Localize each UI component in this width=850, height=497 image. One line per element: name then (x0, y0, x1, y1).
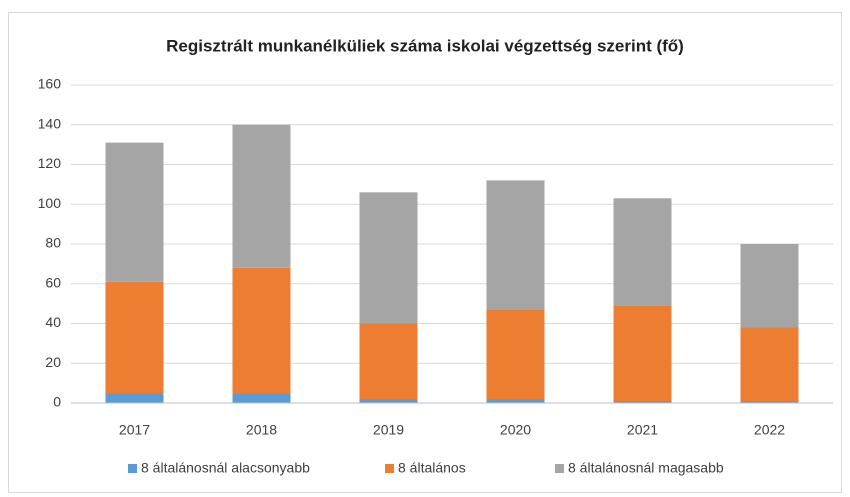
bar-segment (486, 399, 545, 403)
chart-title: Regisztrált munkanélküliek száma iskolai… (166, 36, 684, 55)
y-tick-label: 100 (38, 195, 62, 211)
bar-segment (740, 401, 799, 403)
bar-segment (359, 192, 418, 324)
bar-segment (359, 323, 418, 400)
bar-segment (613, 401, 672, 403)
y-tick-label: 80 (45, 235, 61, 251)
x-tick-label: 2020 (500, 422, 531, 438)
bar-segment (232, 393, 291, 403)
bar-segment (613, 305, 672, 402)
bar-segment (740, 244, 799, 328)
legend-label: 8 általános (398, 460, 466, 476)
legend-label: 8 általánosnál magasabb (568, 460, 724, 476)
bar-segment (232, 267, 291, 394)
bar-segment (105, 281, 164, 394)
y-tick-label: 140 (38, 115, 62, 131)
y-tick-label: 40 (45, 314, 61, 330)
bar-segment (613, 198, 672, 306)
y-tick-label: 0 (53, 394, 61, 410)
legend-swatch (385, 464, 394, 473)
x-tick-label: 2018 (246, 422, 277, 438)
legend-swatch (555, 464, 564, 473)
bar-segment (359, 399, 418, 403)
legend-swatch (128, 464, 137, 473)
legend-label: 8 általánosnál alacsonyabb (141, 460, 310, 476)
bar-segment (486, 180, 545, 310)
x-tick-label: 2017 (119, 422, 150, 438)
bar-segment (486, 309, 545, 400)
x-tick-label: 2019 (373, 422, 404, 438)
y-tick-label: 20 (45, 354, 61, 370)
bar-segment (105, 142, 164, 282)
bar-segment (105, 393, 164, 403)
y-tick-label: 120 (38, 155, 62, 171)
y-tick-label: 160 (38, 76, 62, 92)
y-tick-label: 60 (45, 274, 61, 290)
bar-segment (740, 327, 799, 402)
bar-segment (232, 124, 291, 268)
x-tick-label: 2022 (754, 422, 785, 438)
x-tick-label: 2021 (627, 422, 658, 438)
